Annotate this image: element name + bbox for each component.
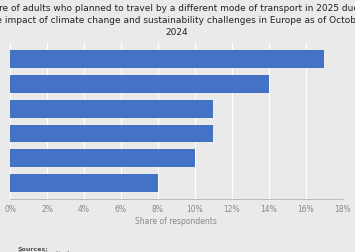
Bar <box>10 100 213 118</box>
Title: Share of adults who planned to travel by a different mode of transport in 2025 d: Share of adults who planned to travel by… <box>0 4 355 37</box>
Text: Zeno + Cre No 1
5 October 2025: Zeno + Cre No 1 5 October 2025 <box>18 250 70 252</box>
Bar <box>10 75 269 93</box>
Bar <box>10 125 213 143</box>
Bar <box>10 175 158 193</box>
Bar <box>10 51 324 69</box>
Bar <box>10 150 195 168</box>
X-axis label: Share of respondents: Share of respondents <box>135 216 217 225</box>
Text: Sources:: Sources: <box>18 246 49 251</box>
